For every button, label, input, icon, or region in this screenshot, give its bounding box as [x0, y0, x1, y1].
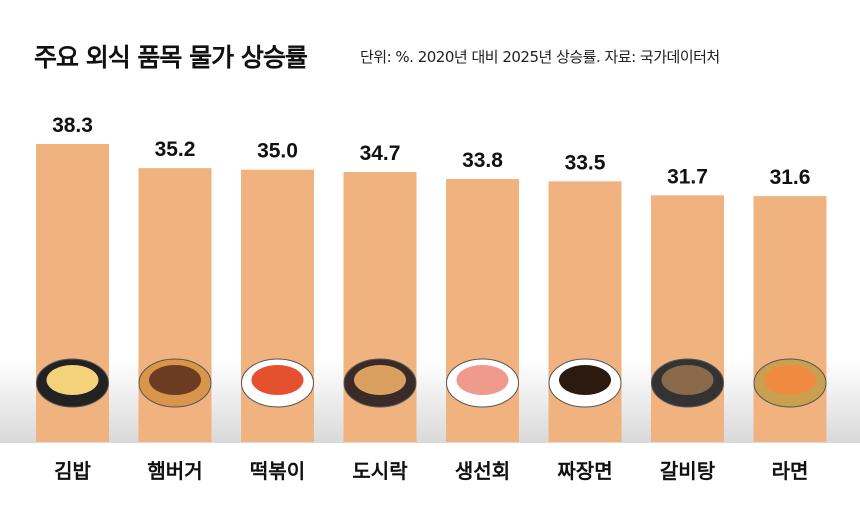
chart-subtitle: 단위: %. 2020년 대비 2025년 상승률. 자료: 국가데이터처 [360, 48, 720, 66]
value-label: 33.8 [462, 149, 503, 172]
gimbap-icon [36, 358, 109, 408]
category-label: 생선회 [455, 459, 510, 483]
category-label: 갈비탕 [660, 459, 716, 483]
value-label: 33.5 [565, 151, 606, 174]
chart-title: 주요 외식 품목 물가 상승률 [34, 43, 308, 72]
category-label: 햄버거 [147, 459, 202, 483]
category-label: 김밥 [54, 459, 91, 483]
value-label: 31.7 [667, 165, 708, 188]
category-label: 짜장면 [557, 459, 612, 483]
ramen-icon [753, 358, 827, 408]
value-label: 38.3 [52, 114, 93, 137]
jajangmyeon-icon [548, 358, 622, 408]
category-label: 라면 [772, 459, 809, 483]
galbitang-icon [651, 358, 724, 408]
hamburger-icon [138, 358, 212, 408]
value-label: 31.6 [770, 166, 811, 189]
value-label: 35.2 [155, 138, 196, 161]
lunchbox-icon [343, 358, 417, 408]
value-label: 34.7 [360, 142, 401, 165]
sashimi-icon [446, 358, 519, 408]
category-label: 도시락 [352, 459, 408, 483]
value-label: 35.0 [257, 140, 298, 163]
category-label: 떡볶이 [250, 459, 305, 483]
tteokbokki-icon [241, 358, 314, 408]
